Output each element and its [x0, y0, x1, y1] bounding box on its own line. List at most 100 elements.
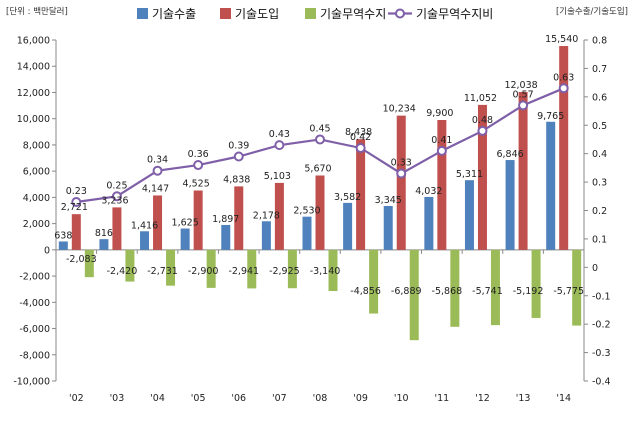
bar-tech-import — [315, 175, 325, 250]
bar-tech-export — [58, 241, 68, 250]
bar-tech-export — [302, 216, 312, 250]
data-label-tech-export: 816 — [95, 228, 113, 239]
data-label-ratio: 0.25 — [106, 180, 127, 191]
bar-tech-export — [140, 231, 150, 250]
data-label-tech-import: 3,236 — [101, 195, 128, 206]
ratio-point — [436, 145, 447, 156]
data-label-tech-import: 4,838 — [223, 174, 250, 185]
data-label-ratio: 0.42 — [350, 132, 371, 143]
right-tick-label: -0.2 — [592, 320, 611, 331]
right-tick-label: 0.8 — [592, 36, 607, 47]
ratio-line-layer — [71, 83, 569, 207]
data-label-tech-balance: -2,925 — [269, 266, 300, 277]
bar-tech-import — [396, 115, 406, 250]
right-tick-label: 0.2 — [592, 206, 607, 217]
ratio-point — [396, 168, 407, 179]
data-label-tech-import: 8,438 — [345, 127, 372, 138]
bar-tech-import — [112, 207, 122, 250]
bar-tech-balance — [166, 249, 176, 286]
x-tick-label: '09 — [353, 393, 368, 404]
bar-tech-export — [99, 239, 109, 250]
legend-line-marker — [395, 8, 405, 19]
data-label-ratio: 0.57 — [512, 89, 533, 100]
left-tick-label: -8,000 — [19, 350, 50, 361]
bar-tech-balance — [84, 249, 94, 278]
bar-tech-balance — [409, 249, 419, 341]
bar-tech-balance — [206, 249, 216, 288]
legend-swatch — [220, 8, 231, 19]
data-label-tech-export: 6,846 — [496, 149, 523, 160]
left-tick-label: -4,000 — [19, 298, 50, 309]
bar-tech-import — [477, 104, 487, 250]
ratio-point — [274, 140, 285, 151]
data-label-tech-import: 10,234 — [383, 104, 416, 115]
legend-swatch — [137, 8, 148, 19]
data-label-tech-import: 11,052 — [464, 93, 497, 104]
bar-tech-balance — [531, 249, 541, 318]
ratio-point — [193, 160, 204, 171]
data-label-ratio: 0.36 — [188, 149, 209, 160]
left-tick-label: 6,000 — [23, 167, 50, 178]
data-label-tech-balance: -2,941 — [228, 266, 259, 277]
legend: 기술수출 기술도입 기술무역수지 기술무역수지비 — [137, 7, 493, 21]
left-tick-label: 2,000 — [23, 219, 50, 230]
right-tick-label: -0.1 — [592, 291, 611, 302]
data-label-ratio: 0.39 — [228, 141, 249, 152]
bar-tech-balance — [328, 249, 338, 292]
x-tick-label: '10 — [394, 393, 409, 404]
legend-label: 기술무역수지비 — [416, 7, 493, 21]
right-axis-unit-label: [기술수출/기술도입] — [556, 6, 628, 17]
bar-tech-export — [261, 221, 271, 250]
data-label-tech-import: 5,103 — [264, 171, 291, 182]
axes: 16,000 14,000 12,000 10,000 8,000 6,000 4,000 2… — [13, 36, 610, 405]
right-tick-label: 0 — [592, 263, 598, 274]
data-label-ratio: 0.63 — [553, 72, 574, 83]
data-label-ratio: 0.45 — [309, 123, 330, 134]
bar-tech-import — [234, 186, 244, 250]
bar-tech-export — [180, 228, 190, 250]
data-label-tech-import: 5,670 — [304, 163, 331, 174]
data-label-tech-export: 1,897 — [212, 214, 239, 225]
right-tick-label: -0.3 — [592, 348, 611, 359]
data-label-tech-balance: -4,856 — [350, 286, 381, 297]
ratio-point — [477, 125, 488, 136]
bar-tech-import — [274, 182, 284, 250]
data-label-tech-export: 1,416 — [131, 220, 158, 231]
data-label-tech-export: 2,530 — [293, 206, 320, 217]
left-tick-label: 0 — [44, 245, 50, 256]
data-label-tech-export: 3,345 — [375, 195, 402, 206]
x-tick-label: '06 — [231, 393, 246, 404]
left-tick-label: 16,000 — [17, 36, 50, 47]
right-tick-label: 0.7 — [592, 64, 607, 75]
bar-tech-balance — [287, 249, 297, 289]
bar-tech-balance — [450, 249, 460, 327]
x-tick-label: '07 — [272, 393, 287, 404]
right-tick-label: 0.3 — [592, 178, 607, 189]
data-label-tech-balance: -2,900 — [188, 266, 219, 277]
legend-swatch — [305, 8, 316, 19]
bar-tech-export — [221, 224, 231, 250]
ratio-point — [233, 151, 244, 162]
right-tick-label: 0.4 — [592, 149, 607, 160]
data-label-tech-export: 5,311 — [456, 169, 483, 180]
bar-tech-import — [518, 91, 528, 250]
data-label-tech-balance: -2,420 — [107, 266, 138, 277]
ratio-point — [315, 134, 325, 145]
right-tick-label: 0.1 — [592, 234, 607, 245]
bar-tech-export — [546, 121, 556, 250]
data-label-ratio: 0.48 — [472, 115, 493, 126]
data-label-tech-balance: -6,889 — [391, 286, 422, 297]
right-tick-label: 0.6 — [592, 92, 607, 103]
data-label-tech-balance: -2,731 — [147, 266, 178, 277]
bar-tech-import — [193, 190, 203, 250]
right-tick-label: 0.5 — [592, 121, 607, 132]
data-label-tech-export: 3,582 — [334, 192, 361, 203]
data-label-tech-import: 9,900 — [426, 108, 453, 119]
bar-tech-import — [153, 195, 163, 250]
ratio-point — [558, 83, 569, 94]
left-tick-label: 4,000 — [23, 193, 50, 204]
bars — [58, 46, 582, 341]
right-tick-label: -0.4 — [592, 377, 611, 388]
legend-label: 기술수출 — [152, 7, 196, 21]
